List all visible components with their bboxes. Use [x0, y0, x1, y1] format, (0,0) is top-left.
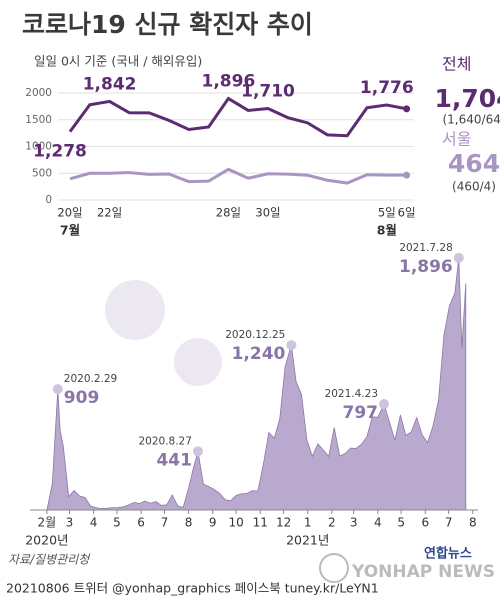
- legend-name: 전체: [442, 55, 471, 74]
- peak-marker: [379, 398, 390, 409]
- legend-name: 서울: [442, 130, 471, 149]
- x-tick-label: 9: [209, 516, 217, 530]
- x-tick-label: 2: [328, 516, 336, 530]
- peak-value: 1,240: [232, 344, 286, 364]
- legend-value: 1,704: [434, 84, 500, 113]
- month-label: 7월: [60, 223, 80, 238]
- y-tick-label: 500: [32, 167, 52, 179]
- x-tick-label: 28일: [216, 206, 241, 220]
- source: 자료/질병관리청: [8, 553, 91, 567]
- x-tick-label: 11: [253, 516, 268, 530]
- logo-icon: [319, 553, 349, 583]
- subtitle: 일일 0시 기준 (국내 / 해외유입): [34, 54, 202, 69]
- peak-date: 2020.8.27: [138, 435, 191, 447]
- peak-value: 797: [343, 403, 379, 423]
- x-tick-label: 2월: [38, 516, 57, 530]
- end-point: [403, 171, 411, 179]
- peak-marker: [286, 340, 297, 351]
- x-tick-label: 7: [161, 516, 169, 530]
- value-label: 1,278: [33, 142, 87, 162]
- peak-marker: [453, 252, 464, 263]
- peak-marker: [192, 446, 203, 457]
- x-tick-label: 3: [66, 516, 74, 530]
- x-tick-label: 4: [374, 516, 382, 530]
- value-label: 1,710: [241, 82, 295, 102]
- value-label: 1,896: [202, 72, 256, 92]
- footer: 20210806 트위터 @yonhap_graphics 페이스북 tuney…: [6, 581, 379, 596]
- x-tick-label: 30일: [255, 206, 280, 220]
- peak-marker: [52, 384, 63, 395]
- year-label: 2020년: [25, 533, 68, 548]
- x-tick-label: 20일: [57, 206, 82, 220]
- x-tick-label: 6일: [398, 206, 416, 220]
- legend-breakdown: (460/4): [452, 180, 496, 194]
- peak-value: 909: [64, 388, 100, 408]
- x-tick-label: 10: [228, 516, 243, 530]
- peak-value: 1,896: [399, 257, 453, 277]
- title: 코로나19 신규 확진자 추이: [22, 10, 313, 39]
- y-tick-label: 1000: [25, 141, 52, 153]
- x-tick-label: 5일: [378, 206, 396, 220]
- peak-date: 2020.2.29: [64, 373, 117, 385]
- value-label: 1,842: [83, 74, 137, 94]
- end-point: [403, 105, 411, 113]
- series-line: [69, 167, 407, 185]
- area: [35, 257, 467, 511]
- x-tick-label: 12: [276, 516, 291, 530]
- x-tick-label: 5: [397, 516, 405, 530]
- logo-name: 연합뉴스: [424, 546, 472, 562]
- x-tick-label: 6: [137, 516, 145, 530]
- x-tick-label: 8: [469, 516, 477, 530]
- x-tick-label: 4: [90, 516, 98, 530]
- x-tick-label: 1: [304, 516, 312, 530]
- month-label: 8월: [377, 223, 397, 238]
- x-tick-label: 7: [445, 516, 453, 530]
- logo-english: YONHAP NEWS: [351, 562, 495, 582]
- year-label: 2021년: [286, 533, 329, 548]
- peak-value: 441: [156, 450, 192, 470]
- legend-breakdown: (1,640/64): [442, 113, 500, 127]
- legend-value: 464: [448, 149, 500, 178]
- x-tick-label: 5: [113, 516, 121, 530]
- peak-date: 2021.7.28: [399, 242, 452, 254]
- y-tick-label: 0: [45, 194, 52, 206]
- peak-date: 2021.4.23: [325, 388, 378, 400]
- x-tick-label: 3: [350, 516, 358, 530]
- y-tick-label: 1500: [25, 114, 52, 126]
- series-line: [68, 96, 407, 138]
- x-tick-label: 6: [421, 516, 429, 530]
- peak-date: 2020.12.25: [225, 329, 285, 341]
- y-tick-label: 2000: [25, 87, 52, 99]
- value-label: 1,776: [360, 78, 414, 98]
- decoration: [105, 280, 222, 386]
- x-tick-label: 22일: [97, 206, 122, 220]
- x-tick-label: 8: [185, 516, 193, 530]
